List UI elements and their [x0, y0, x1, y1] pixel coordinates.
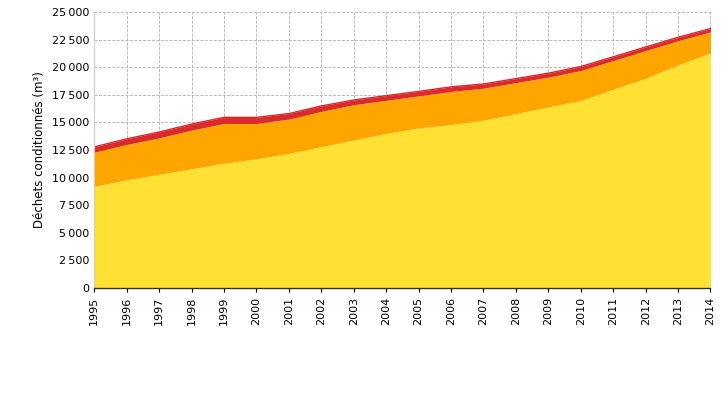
- Y-axis label: Déchets conditionnés (m³): Déchets conditionnés (m³): [33, 72, 46, 228]
